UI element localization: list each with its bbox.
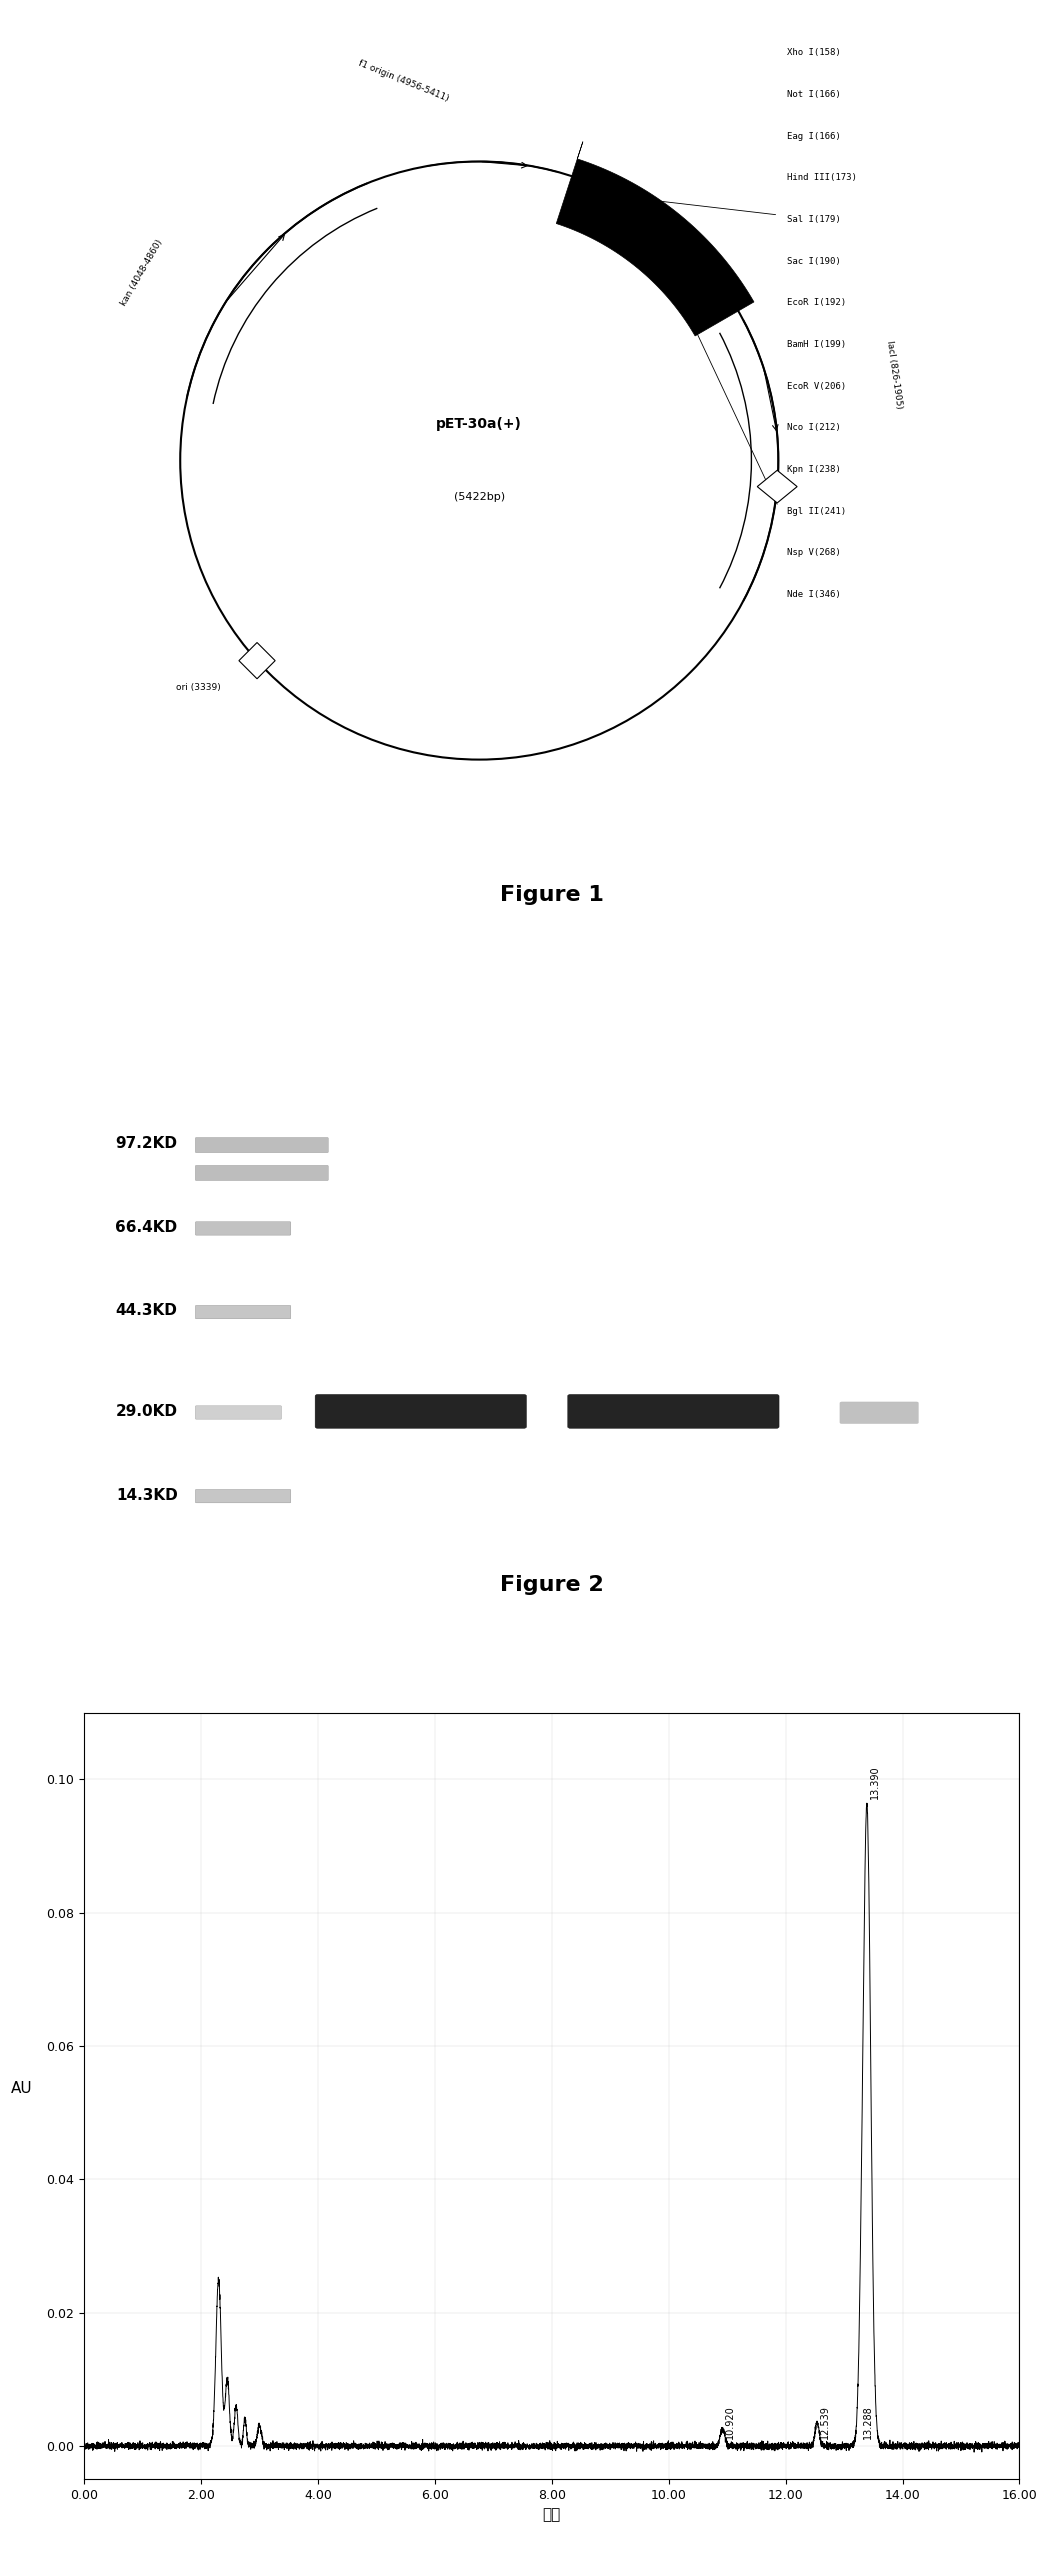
X-axis label: 分钟: 分钟 (542, 2507, 561, 2523)
Text: Nsp V(268): Nsp V(268) (787, 550, 841, 557)
Text: Eag I(166): Eag I(166) (787, 130, 841, 141)
Text: Sac I(190): Sac I(190) (787, 256, 841, 266)
Text: Hind III(173): Hind III(173) (787, 174, 858, 181)
FancyBboxPatch shape (195, 1166, 328, 1181)
Text: 13.390: 13.390 (870, 1766, 880, 1799)
Text: f1 origin (4956-5411): f1 origin (4956-5411) (357, 59, 450, 102)
Text: 66.4KD: 66.4KD (116, 1219, 178, 1235)
FancyBboxPatch shape (840, 1401, 919, 1424)
Polygon shape (556, 141, 754, 335)
Text: Nde I(346): Nde I(346) (787, 590, 841, 598)
FancyBboxPatch shape (195, 1137, 328, 1153)
Text: pET-30a(+): pET-30a(+) (436, 417, 522, 432)
Text: Not I(166): Not I(166) (787, 89, 841, 100)
Text: 44.3KD: 44.3KD (116, 1304, 178, 1319)
FancyBboxPatch shape (195, 1222, 291, 1235)
Text: ori (3339): ori (3339) (176, 682, 221, 693)
FancyBboxPatch shape (195, 1490, 291, 1503)
Polygon shape (758, 470, 797, 504)
Text: lacI (826-1905): lacI (826-1905) (886, 340, 904, 409)
Text: (5422bp): (5422bp) (454, 491, 504, 501)
Text: Figure 1: Figure 1 (500, 884, 603, 905)
Text: Sal I(179): Sal I(179) (787, 215, 841, 225)
FancyBboxPatch shape (195, 1306, 291, 1319)
Y-axis label: AU: AU (11, 2081, 33, 2096)
Text: kan (4048-4860): kan (4048-4860) (120, 238, 165, 307)
Text: 14.3KD: 14.3KD (116, 1488, 178, 1503)
Text: 13.288: 13.288 (863, 2405, 873, 2438)
FancyBboxPatch shape (315, 1396, 527, 1429)
Polygon shape (239, 642, 275, 680)
Text: 12.539: 12.539 (820, 2405, 829, 2438)
FancyBboxPatch shape (568, 1396, 779, 1429)
Text: Bgl II(241): Bgl II(241) (787, 506, 846, 516)
FancyBboxPatch shape (195, 1406, 282, 1419)
Text: Nco I(212): Nco I(212) (787, 424, 841, 432)
Text: 10.920: 10.920 (725, 2405, 735, 2438)
Text: 97.2KD: 97.2KD (116, 1137, 178, 1150)
Text: EcoR I(192): EcoR I(192) (787, 299, 846, 307)
Text: BamH I(199): BamH I(199) (787, 340, 846, 350)
Text: Figure 2: Figure 2 (500, 1574, 603, 1595)
Text: 29.0KD: 29.0KD (116, 1403, 178, 1419)
Text: Xho I(158): Xho I(158) (787, 49, 841, 56)
Text: Kpn I(238): Kpn I(238) (787, 465, 841, 473)
Text: EcoR V(206): EcoR V(206) (787, 381, 846, 391)
